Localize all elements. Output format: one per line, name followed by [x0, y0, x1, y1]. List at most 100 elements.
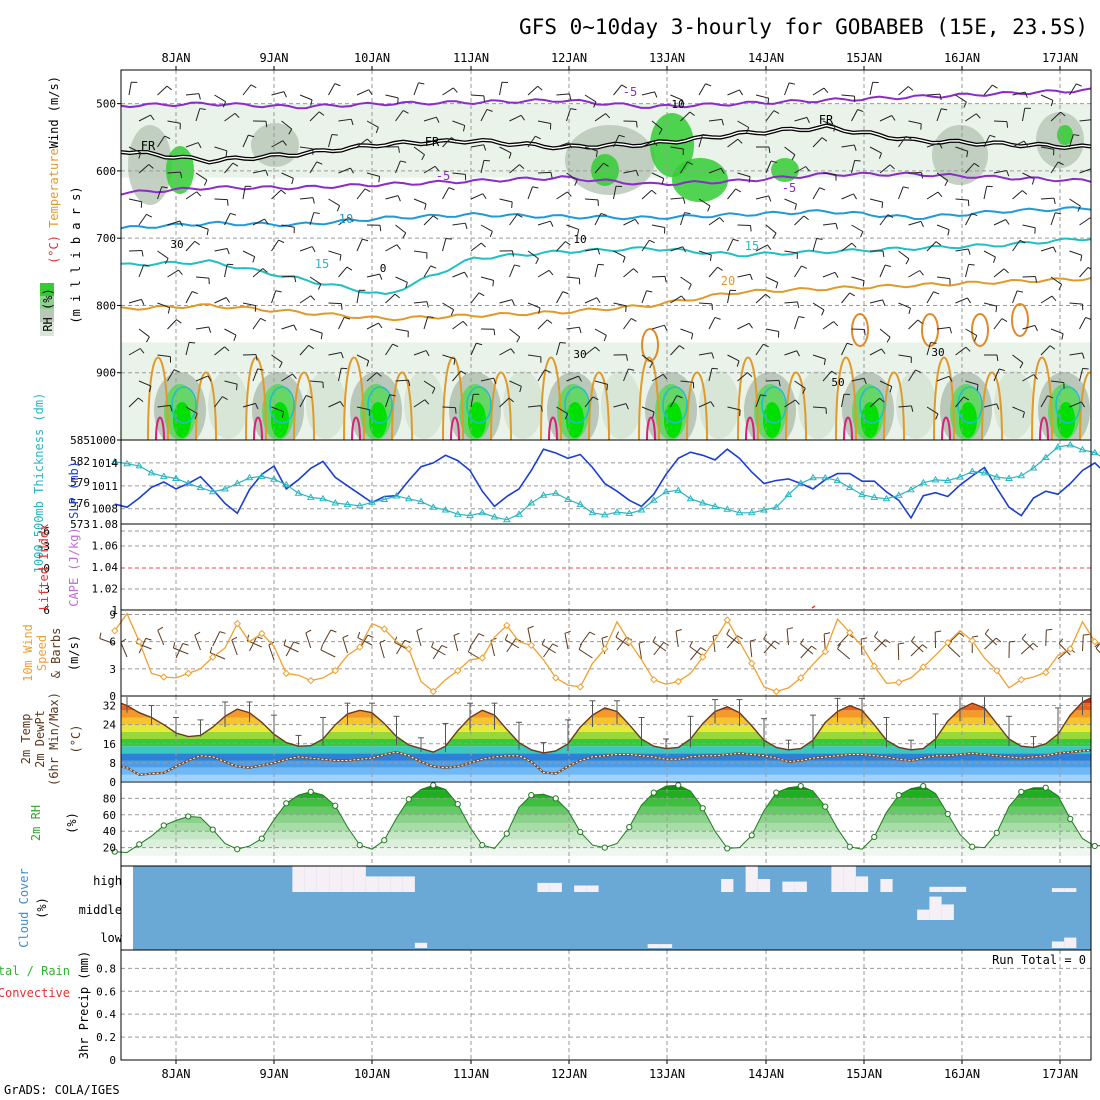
upper-barb-11-22-flag	[778, 380, 781, 387]
upper-barb-5-28	[936, 224, 950, 231]
warm-contour-1	[245, 356, 267, 440]
upper-barb-5-2-flag	[206, 229, 209, 236]
surface-barb-42	[615, 636, 630, 647]
contour-label-7: 15	[315, 257, 329, 271]
rh-legend-swatch-2	[40, 296, 54, 309]
upper-barb-3-17-flag	[635, 170, 639, 177]
cloud-bar-middle-68	[941, 904, 954, 920]
rh-legend-swatch-3	[40, 309, 54, 322]
upper-barb-11-10	[423, 380, 436, 389]
rh-low-side-5	[699, 371, 739, 439]
top-date-label-1: 9JAN	[260, 51, 289, 65]
upper-barb-4-33	[1069, 198, 1081, 207]
warm-contour-8	[933, 356, 955, 440]
warm-ring-3	[1011, 303, 1029, 337]
upper-barb-2-25-flag	[853, 144, 857, 151]
upper-barb-2-29	[955, 146, 968, 152]
upper-barb-9-32-flag	[1061, 333, 1064, 340]
cloud-bars	[292, 866, 1077, 948]
upper-barb-2-8	[356, 138, 368, 148]
rh-low-core-7	[861, 402, 879, 438]
upper-barb-6-27	[898, 250, 910, 260]
rh-blob-1	[166, 146, 194, 194]
slp-axis-label: SLP (mb)	[67, 461, 81, 519]
contour-label-1: FR	[141, 139, 156, 153]
wind-point-70	[968, 637, 977, 645]
upper-barb-6-12	[470, 242, 482, 252]
upper-barb-6-5	[271, 239, 279, 252]
rh-axis-label: 2m RH	[29, 805, 43, 841]
rh-low-side-6	[798, 371, 838, 439]
thickness-point-17	[319, 494, 327, 502]
upper-barb-3-5	[281, 172, 294, 179]
surface-barb-81	[1095, 647, 1100, 654]
surface-barb-60	[837, 648, 851, 660]
upper-barb-2-13	[499, 146, 512, 154]
upper-barb-3-4	[252, 169, 266, 174]
cloud-bar-high-36	[549, 882, 562, 892]
contour-labels: -5 FR FR FR -5 -5 10 15 15 20 10 10 30 30 30 50 0	[141, 85, 945, 389]
surface-barb-19	[342, 637, 348, 654]
upper-barb-0-24	[812, 87, 825, 96]
upper-barb-6-12-flag	[480, 242, 486, 248]
upper-barb-2-20	[698, 134, 704, 148]
upper-barb-0-21-flag	[739, 89, 744, 96]
rh-point-76	[1042, 784, 1049, 791]
upper-barb-3-33	[1079, 168, 1091, 174]
contour-label-15: 50	[831, 376, 844, 389]
upper-barb-11-21	[737, 372, 748, 382]
temp-band-10	[121, 703, 1091, 711]
upper-barb-3-29	[965, 163, 975, 174]
upper-barb-1-9-flag	[402, 110, 409, 114]
thickness-point-10	[233, 479, 242, 486]
upper-barb-1-22	[765, 110, 775, 122]
upper-barb-1-25	[851, 109, 859, 122]
upper-barb-1-33-flag	[1092, 120, 1093, 126]
surface-barb-4-flag	[157, 626, 164, 631]
upper-barb-5-23-flag	[803, 215, 809, 221]
upper-barb-4-11	[442, 187, 450, 200]
rh-fill	[121, 785, 1091, 864]
surface-barb-78	[1058, 643, 1071, 656]
upper-barb-5-17	[623, 218, 636, 226]
surface-barb-10	[231, 639, 238, 656]
wind-point-78	[1066, 645, 1075, 653]
thickness-point-62	[870, 493, 879, 500]
upper-barb-5-16	[594, 213, 602, 226]
surface-barb-61-flag	[861, 637, 868, 640]
upper-barb-9-14-flag	[546, 319, 553, 324]
upper-barb-0-0	[128, 82, 132, 96]
wind-ticks: 9 6 3 0	[109, 609, 116, 703]
upper-barb-8-5-flag	[275, 290, 282, 293]
upper-barb-3-12	[480, 160, 485, 174]
upper-barb-3-15	[566, 172, 578, 181]
surface-barb-59	[837, 633, 849, 647]
upper-barb-8-18-flag	[646, 290, 653, 293]
upper-barb-8-9	[385, 293, 396, 304]
upper-barb-2-27	[898, 136, 907, 148]
upper-barb-10-27	[898, 354, 912, 358]
slp-tick-1: 1011	[92, 480, 119, 493]
upper-barb-4-23	[784, 198, 797, 205]
surface-barb-45	[652, 641, 667, 652]
thickness-point-74	[1017, 471, 1026, 479]
upper-barb-11-30	[993, 368, 1000, 382]
surface-barb-22-flag	[379, 639, 386, 644]
upper-barb-5-32-flag	[1055, 212, 1062, 215]
thickness-point-73	[1005, 474, 1013, 481]
upper-barb-5-7-flag	[348, 217, 354, 223]
surface-barb-48	[689, 646, 704, 657]
wind-point-76	[1042, 668, 1050, 677]
temp-tick-2: 16	[103, 738, 116, 751]
upper-barb-9-5	[281, 324, 295, 330]
upper-barb-3-1	[167, 171, 181, 174]
rh-point-34	[528, 792, 535, 799]
upper-barb-10-30-flag	[996, 354, 999, 362]
rh-point-72	[993, 829, 1000, 836]
upper-barb-4-20	[698, 198, 711, 207]
upper-barb-9-15	[566, 326, 580, 330]
magenta-contour-8	[941, 416, 951, 440]
upper-barb-11-24-flag	[831, 370, 837, 375]
upper-barb-12-31	[1012, 406, 1025, 413]
thickness-axis-label: 1000-500mb Thickness (dm)	[32, 393, 46, 574]
